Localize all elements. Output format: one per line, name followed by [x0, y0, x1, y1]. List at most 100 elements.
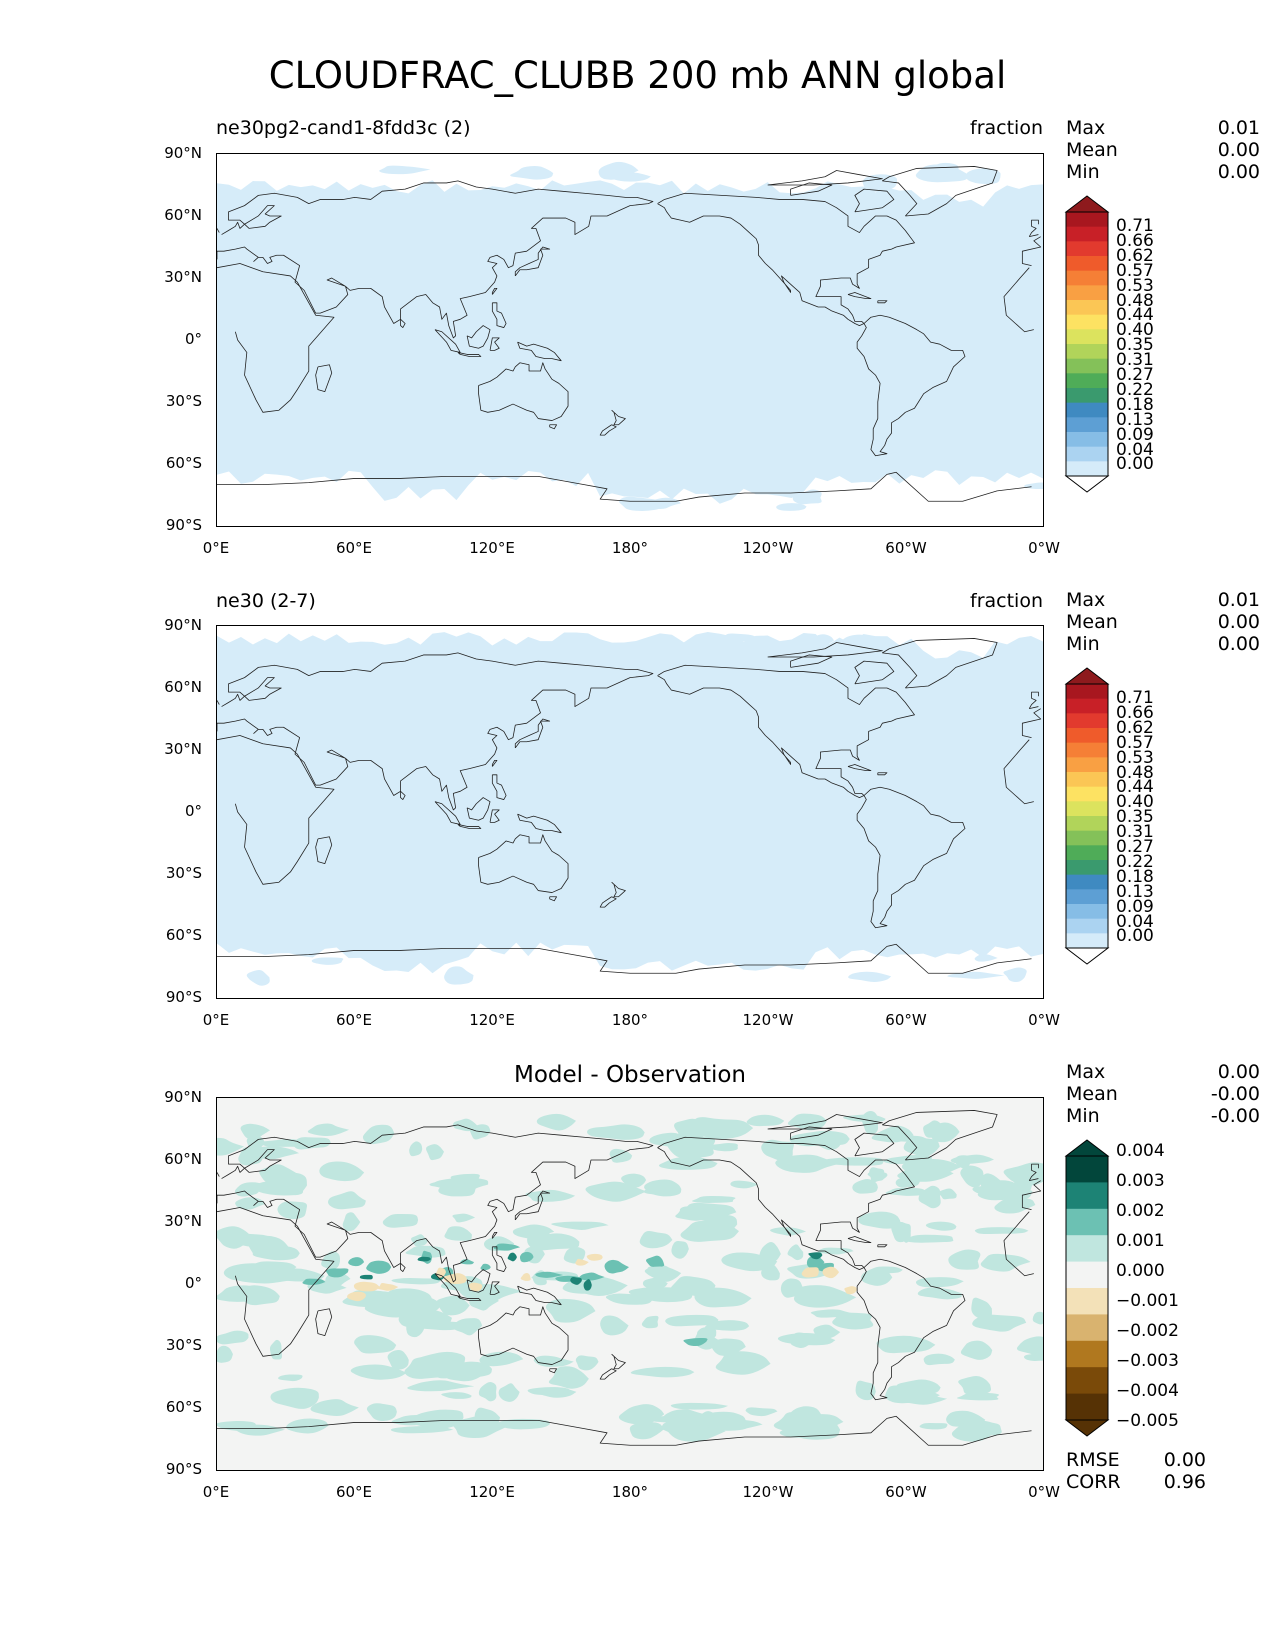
lat-tick-label: 90°S: [165, 1460, 202, 1478]
lat-tick-label: 60°S: [165, 926, 202, 944]
lon-tick-label: 120°W: [742, 1011, 794, 1029]
colorbar-tick-label: 0.22: [1116, 851, 1154, 872]
map-panel-1: [216, 153, 1044, 527]
lon-tick-label: 60°W: [885, 1483, 927, 1501]
colorbar-tick-label: 0.000: [1116, 1261, 1165, 1281]
lon-tick-label: 60°E: [335, 1483, 373, 1501]
stat-min: Min 0.00: [1066, 633, 1260, 655]
lat-tick-label: 30°S: [165, 392, 202, 410]
colorbar-tick-label: 0.62: [1116, 245, 1154, 266]
colorbar-tick-label: 0.003: [1116, 1171, 1165, 1191]
lat-tick-label: 60°N: [164, 1150, 202, 1168]
colorbar-tick-label: 0.57: [1116, 260, 1154, 281]
lon-tick-label: 0°E: [202, 539, 230, 557]
colorbar-tick-label: 0.004: [1116, 1141, 1165, 1161]
colorbar-tick-label: −0.003: [1116, 1351, 1179, 1371]
colorbar-tick-label: 0.31: [1116, 822, 1154, 843]
stat-max: Max 0.01: [1066, 117, 1260, 139]
lon-tick-label: 180°: [611, 1011, 649, 1029]
colorbar-tick-label: 0.53: [1116, 747, 1154, 768]
colorbar-tick-label: 0.57: [1116, 732, 1154, 753]
lon-tick-label: 0°W: [1028, 539, 1060, 557]
colorbar-tick-label: 0.18: [1116, 866, 1154, 887]
colorbar-tick-label: 0.71: [1116, 688, 1154, 708]
stat-mean: Mean 0.00: [1066, 139, 1260, 161]
colorbar-tick-label: 0.40: [1116, 792, 1154, 813]
colorbar-tick-label: 0.71: [1116, 216, 1154, 236]
stat-mean: Mean -0.00: [1066, 1083, 1260, 1105]
colorbar-tick-label: 0.27: [1116, 365, 1154, 385]
colorbar-tick-label: 0.44: [1116, 305, 1154, 326]
lat-tick-label: 60°S: [165, 1398, 202, 1416]
colorbar-panel-3: [1064, 1139, 1110, 1437]
lon-tick-label: 60°W: [885, 1011, 927, 1029]
lon-tick-label: 120°E: [469, 539, 515, 557]
colorbar-tick-label: −0.002: [1116, 1321, 1179, 1341]
panel-3-metrics: RMSE 0.00 CORR 0.96: [1066, 1449, 1206, 1493]
colorbar-tick-label: −0.004: [1116, 1381, 1179, 1401]
lat-tick-label: 30°S: [165, 864, 202, 882]
colorbar-tick-label: 0.18: [1116, 394, 1154, 415]
colorbar-tick-label: 0.35: [1116, 335, 1154, 356]
colorbar-tick-label: 0.48: [1116, 290, 1154, 311]
panel-1-left-title: ne30pg2-cand1-8fdd3c (2): [216, 117, 471, 139]
stat-max: Max 0.00: [1066, 1061, 1260, 1083]
colorbar-tick-label: 0.13: [1116, 881, 1154, 902]
lat-tick-label: 30°S: [165, 1336, 202, 1354]
lon-tick-label: 120°W: [742, 1483, 794, 1501]
figure-title: CLOUDFRAC_CLUBB 200 mb ANN global: [268, 54, 1007, 97]
lon-tick-label: 180°: [611, 1483, 649, 1501]
lon-tick-label: 60°E: [335, 539, 373, 557]
lon-tick-label: 60°W: [885, 539, 927, 557]
panel-1-stats: Max 0.01 Mean 0.00 Min 0.00: [1066, 117, 1260, 183]
lat-tick-label: 90°S: [165, 988, 202, 1006]
panel-2-left-title: ne30 (2-7): [216, 590, 316, 612]
lat-tick-label: 0°: [184, 330, 202, 348]
map-panel-2: [216, 625, 1044, 999]
lat-tick-label: 90°N: [164, 144, 202, 162]
lon-tick-label: 180°: [611, 539, 649, 557]
colorbar-tick-label: 0.53: [1116, 275, 1154, 296]
panel-1-units: fraction: [970, 117, 1043, 139]
stat-min: Min 0.00: [1066, 161, 1260, 183]
colorbar-tick-label: 0.40: [1116, 320, 1154, 341]
colorbar-tick-label: 0.09: [1116, 896, 1154, 917]
colorbar-tick-label: 0.00: [1116, 926, 1154, 947]
colorbar-tick-label: 0.62: [1116, 717, 1154, 738]
colorbar-tick-label: 0.13: [1116, 409, 1154, 430]
colorbar-tick-label: 0.04: [1116, 439, 1154, 460]
panel-2-stats: Max 0.01 Mean 0.00 Min 0.00: [1066, 589, 1260, 655]
colorbar-tick-label: 0.002: [1116, 1201, 1165, 1221]
panel-3-title: Model - Observation: [513, 1062, 747, 1088]
lat-tick-label: 0°: [184, 802, 202, 820]
lon-tick-label: 60°E: [335, 1011, 373, 1029]
panel-2-units: fraction: [970, 590, 1043, 612]
colorbar-tick-label: 0.04: [1116, 911, 1154, 932]
lat-tick-label: 30°N: [164, 740, 202, 758]
colorbar-tick-label: −0.005: [1116, 1411, 1179, 1431]
lat-tick-label: 60°S: [165, 454, 202, 472]
lat-tick-label: 60°N: [164, 678, 202, 696]
colorbar-tick-label: 0.27: [1116, 837, 1154, 857]
colorbar-tick-label: 0.001: [1116, 1231, 1165, 1251]
colorbar-tick-label: 0.00: [1116, 454, 1154, 475]
panel-3-stats: Max 0.00 Mean -0.00 Min -0.00: [1066, 1061, 1260, 1127]
lon-tick-label: 0°E: [202, 1483, 230, 1501]
stat-max: Max 0.01: [1066, 589, 1260, 611]
lon-tick-label: 0°W: [1028, 1483, 1060, 1501]
colorbar-tick-label: 0.66: [1116, 702, 1154, 723]
map-panel-3: [216, 1097, 1044, 1471]
colorbar-tick-label: 0.35: [1116, 807, 1154, 828]
lon-tick-label: 0°E: [202, 1011, 230, 1029]
colorbar-tick-label: 0.66: [1116, 230, 1154, 251]
lat-tick-label: 90°N: [164, 616, 202, 634]
metric-rmse: RMSE 0.00: [1066, 1449, 1206, 1471]
lat-tick-label: 60°N: [164, 206, 202, 224]
colorbar-tick-label: 0.31: [1116, 350, 1154, 371]
lat-tick-label: 0°: [184, 1274, 202, 1292]
lat-tick-label: 30°N: [164, 1212, 202, 1230]
metric-corr: CORR 0.96: [1066, 1471, 1206, 1493]
stat-min: Min -0.00: [1066, 1105, 1260, 1127]
lon-tick-label: 120°E: [469, 1483, 515, 1501]
lat-tick-label: 90°S: [165, 516, 202, 534]
